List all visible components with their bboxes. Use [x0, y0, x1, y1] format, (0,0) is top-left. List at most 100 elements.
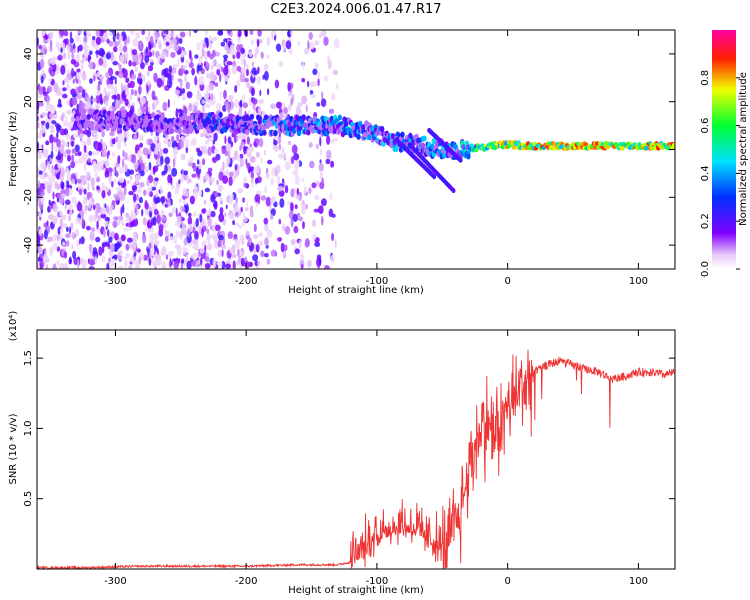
noise-blob [204, 256, 210, 263]
noise-blob [177, 58, 180, 68]
noise-blob [312, 233, 317, 240]
noise-blob [226, 103, 231, 114]
noise-blob [128, 60, 132, 67]
noise-blob [136, 210, 140, 215]
noise-blob [228, 196, 233, 205]
noise-blob [156, 77, 163, 88]
noise-blob [249, 156, 256, 163]
noise-blob [331, 232, 335, 242]
noise-blob [257, 30, 262, 37]
noise-blob [94, 102, 101, 111]
noise-blob [77, 30, 82, 34]
noise-blob [56, 197, 60, 203]
noise-blob [91, 227, 96, 233]
noise-blob [87, 157, 91, 163]
noise-blob [264, 222, 269, 232]
noise-blob [161, 216, 167, 222]
noise-blob [215, 224, 221, 231]
noise-blob [225, 142, 232, 153]
noise-blob [257, 260, 261, 266]
noise-blob [233, 98, 240, 108]
noise-blob [120, 82, 124, 93]
noise-blob [84, 209, 87, 215]
noise-blob [64, 168, 70, 174]
noise-blob [41, 30, 46, 37]
noise-blob [59, 263, 65, 269]
noise-blob [193, 101, 199, 106]
noise-blob [270, 177, 275, 186]
noise-blob [51, 142, 54, 152]
noise-blob [182, 245, 186, 256]
noise-blob [62, 52, 67, 59]
noise-blob [60, 193, 66, 199]
signal-mark [262, 129, 267, 136]
noise-blob [178, 179, 181, 185]
noise-blob [198, 76, 205, 86]
noise-blob [144, 200, 148, 210]
noise-blob [61, 214, 67, 220]
noise-blob [312, 219, 317, 228]
noise-blob [76, 93, 83, 100]
noise-blob [168, 236, 174, 241]
noise-blob [307, 259, 312, 268]
noise-blob [129, 175, 133, 180]
noise-blob [56, 246, 61, 252]
noise-blob [52, 137, 59, 143]
noise-blob [138, 196, 143, 204]
noise-blob [236, 259, 240, 266]
noise-blob [104, 220, 109, 227]
noise-blob [88, 215, 93, 223]
noise-blob [238, 224, 242, 230]
noise-blob [83, 196, 88, 205]
noise-blob [171, 167, 178, 177]
noise-blob [209, 40, 212, 50]
noise-blob [90, 95, 94, 105]
noise-blob [83, 129, 89, 135]
noise-blob [50, 124, 55, 134]
noise-blob [235, 197, 238, 204]
noise-blob [152, 216, 157, 226]
colorbar-tick-label: 0.2 [700, 213, 711, 229]
noise-blob [42, 253, 49, 264]
noise-blob [120, 206, 123, 217]
colorbar-ticks: 0.0 0.2 0.4 0.6 0.8 [700, 70, 740, 277]
noise-blob [197, 64, 203, 72]
chart-title: C2E3.2024.006.01.47.R17 [270, 2, 442, 17]
noise-blob [71, 51, 74, 59]
noise-blob [82, 54, 85, 59]
noise-blob [142, 233, 147, 244]
colorbar: 0.0 0.2 0.4 0.6 0.8 Normalized spectral ampl… [700, 30, 749, 277]
noise-blob [239, 157, 244, 168]
noise-blob [199, 213, 203, 223]
y-tick-label: -20 [23, 189, 34, 205]
noise-blob [107, 167, 113, 174]
noise-blob [242, 197, 246, 203]
noise-blob [240, 257, 245, 267]
noise-blob [204, 187, 211, 193]
noise-blob [212, 258, 217, 268]
noise-blob [76, 202, 83, 212]
noise-blob [133, 213, 137, 220]
noise-blob [98, 246, 103, 256]
noise-blob [59, 218, 63, 228]
x-tick-label: 100 [629, 276, 648, 287]
noise-blob [331, 213, 336, 218]
noise-blob [294, 194, 301, 200]
noise-blob [124, 98, 129, 107]
noise-blob [309, 90, 314, 95]
noise-blob [245, 183, 250, 189]
snr-panel: -300 -200 -100 0 100 0.5 1.0 1.5 Height of str… [8, 311, 676, 596]
noise-blob [276, 43, 282, 52]
noise-blob [294, 169, 299, 178]
noise-blob [222, 104, 227, 112]
noise-blob [225, 263, 231, 269]
noise-blob [229, 30, 233, 38]
noise-blob [137, 149, 143, 159]
noise-blob [86, 137, 92, 146]
noise-blob [55, 146, 58, 153]
noise-blob [167, 98, 170, 108]
noise-blob [151, 90, 156, 100]
noise-blob [139, 156, 143, 163]
noise-blob [290, 156, 295, 165]
noise-blob [246, 68, 249, 77]
